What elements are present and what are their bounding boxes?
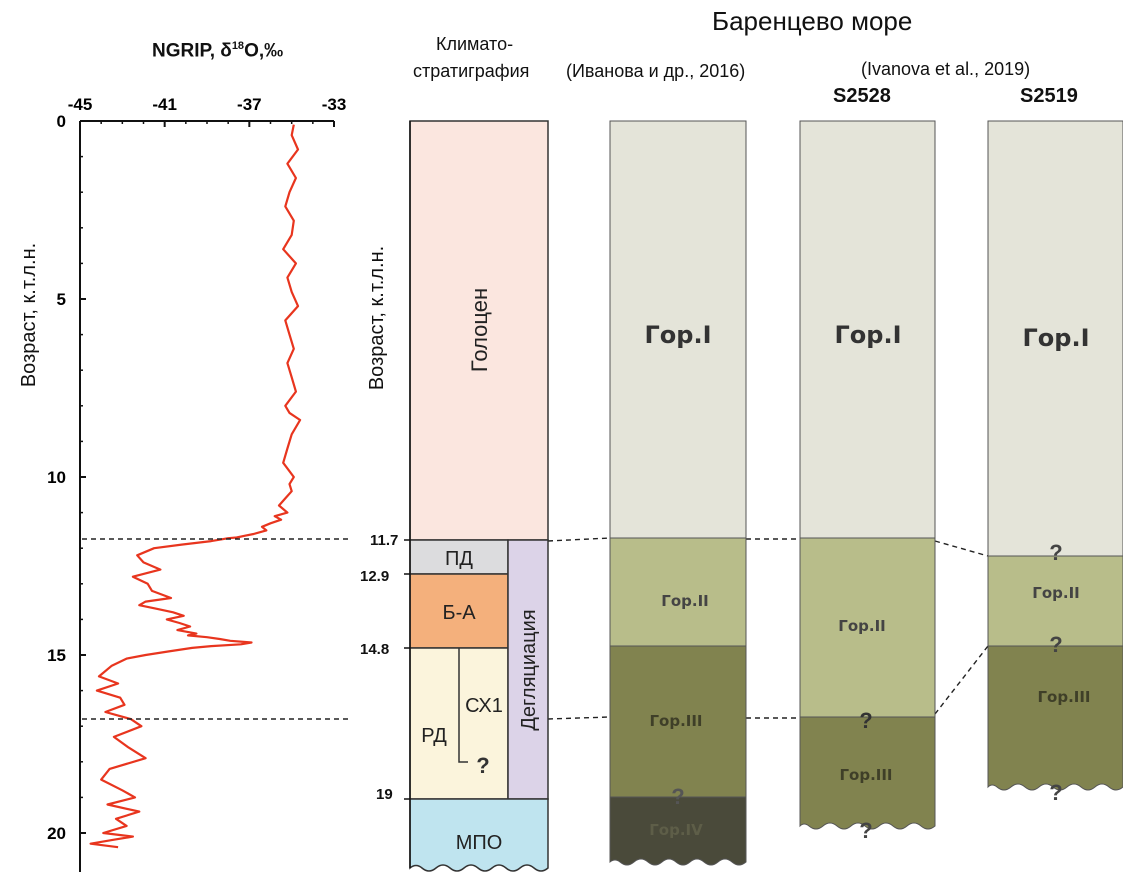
col2-gor2 xyxy=(799,537,936,718)
col2-gor3-label: Гор.III xyxy=(839,766,892,784)
col2-question-mark-bottom: ? xyxy=(859,818,872,843)
col3-gor1 xyxy=(987,120,1123,557)
col1-gor1-label: Гор.I xyxy=(644,321,711,349)
boundary-14-8-s2519 xyxy=(934,645,989,715)
mpo-box xyxy=(409,798,549,872)
y-tick-label: 20 xyxy=(47,824,66,843)
age-label-12-9: 12.9 xyxy=(360,568,389,585)
col3-gor2 xyxy=(987,555,1123,647)
deglaciation-label: Дегляциация xyxy=(518,609,540,730)
col3-question-mark-middle: ? xyxy=(1049,632,1062,657)
ngrip-title-prefix: NGRIP, δ xyxy=(152,40,232,62)
col1-gor3-label: Гор.III xyxy=(649,712,702,730)
strat-y-axis-label: Возраст, к.т.л.н. xyxy=(366,246,388,390)
ngrip-y-ticks: 0 5 10 15 20 xyxy=(47,112,86,843)
rd-label: РД xyxy=(421,725,447,747)
correlation-lines xyxy=(82,537,989,720)
col3-gor3-label: Гор.III xyxy=(1037,688,1090,706)
x-tick-label: -37 xyxy=(237,95,262,114)
age-label-14-8: 14.8 xyxy=(360,641,389,658)
col2-gor1 xyxy=(799,120,936,539)
boundary-11-7-link xyxy=(547,537,611,542)
col1-gor2-label: Гор.II xyxy=(661,592,708,610)
col3-gor1-label: Гор.I xyxy=(1022,324,1089,352)
column-s2528: Гор.I Гор.II ? Гор.III ? xyxy=(799,120,936,843)
ngrip-plot: -45 -41 -37 -33 0 5 10 15 20 xyxy=(47,95,346,872)
col1-gor4-label: Гор.IV xyxy=(649,821,703,839)
ba-box xyxy=(409,573,509,649)
barents-sea-title: Баренцево море xyxy=(712,6,913,36)
s2519-heading: S2519 xyxy=(1020,85,1078,107)
boundary-11-7-s2519 xyxy=(934,540,989,557)
col3-gor2-label: Гор.II xyxy=(1032,584,1079,602)
pd-label: ПД xyxy=(445,548,473,570)
col3-question-mark-top: ? xyxy=(1049,540,1062,565)
pd-box xyxy=(409,539,509,575)
holocene-box xyxy=(409,120,549,541)
column-ivanova-2016: Гор.I Гор.II Гор.III ? Гор.IV xyxy=(609,120,747,866)
y-tick-label: 5 xyxy=(57,290,66,309)
ivanova-2019-heading: (Ivanova et al., 2019) xyxy=(861,59,1031,79)
col3-gor3 xyxy=(987,645,1123,791)
ivanova-2016-heading: (Иванова и др., 2016) xyxy=(566,61,746,81)
y-tick-label: 0 xyxy=(57,112,66,131)
col2-gor3 xyxy=(799,716,936,830)
ngrip-title-suffix: O,‰ xyxy=(244,40,284,62)
col1-gor4 xyxy=(609,796,747,866)
boundary-16-8-link xyxy=(547,716,611,720)
sx1-label: СХ1 xyxy=(465,695,503,717)
ngrip-title-superscript: 18 xyxy=(231,40,245,52)
holocene-label: Голоцен xyxy=(467,288,492,372)
climatostratigraphy-heading-line1: Климато- xyxy=(436,34,514,54)
col1-gor2 xyxy=(609,537,747,647)
x-tick-label: -45 xyxy=(68,95,93,114)
y-tick-label: 10 xyxy=(47,468,66,487)
x-tick-label: -33 xyxy=(322,95,347,114)
mpo-label: МПО xyxy=(456,832,503,854)
x-tick-label: -41 xyxy=(152,95,177,114)
ngrip-title: NGRIP, δ18O,‰ xyxy=(152,40,283,62)
col3-question-mark-bottom: ? xyxy=(1049,780,1062,805)
climatostratigraphy-heading-line2: стратиграфия xyxy=(413,61,530,81)
ngrip-y-axis-label: Возраст, к.т.л.н. xyxy=(18,243,40,387)
ngrip-x-ticks: -45 -41 -37 -33 xyxy=(68,95,347,127)
column-s2519: Гор.I ? Гор.II ? Гор.III ? xyxy=(987,120,1123,805)
s2528-heading: S2528 xyxy=(833,85,891,107)
strat-question-mark: ? xyxy=(476,753,489,778)
col1-gor3 xyxy=(609,645,747,798)
col1-gor1 xyxy=(609,120,747,539)
deglaciation-box xyxy=(507,539,549,800)
age-label-19: 19 xyxy=(376,786,393,803)
col2-question-mark-top: ? xyxy=(859,708,872,733)
ngrip-d18o-curve xyxy=(89,124,302,849)
y-tick-label: 15 xyxy=(47,646,66,665)
climatostratigraphy-column: 11.7 12.9 14.8 19 Голоцен ПД Б-А РД СХ1 … xyxy=(360,120,549,872)
age-label-11-7: 11.7 xyxy=(370,532,398,549)
col2-gor1-label: Гор.I xyxy=(834,321,901,349)
ba-label: Б-А xyxy=(442,602,476,624)
col2-gor2-label: Гор.II xyxy=(838,617,885,635)
col1-question-mark: ? xyxy=(671,784,684,809)
sx1-bracket xyxy=(458,648,468,763)
